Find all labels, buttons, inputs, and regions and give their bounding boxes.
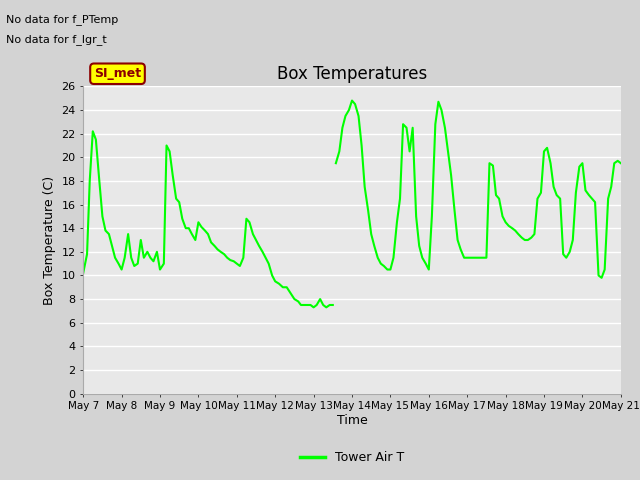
Text: SI_met: SI_met	[94, 67, 141, 80]
X-axis label: Time: Time	[337, 414, 367, 427]
Text: No data for f_PTemp: No data for f_PTemp	[6, 14, 118, 25]
Y-axis label: Box Temperature (C): Box Temperature (C)	[43, 175, 56, 305]
Title: Box Temperatures: Box Temperatures	[277, 65, 427, 84]
Text: No data for f_lgr_t: No data for f_lgr_t	[6, 34, 107, 45]
Legend: Tower Air T: Tower Air T	[295, 446, 409, 469]
